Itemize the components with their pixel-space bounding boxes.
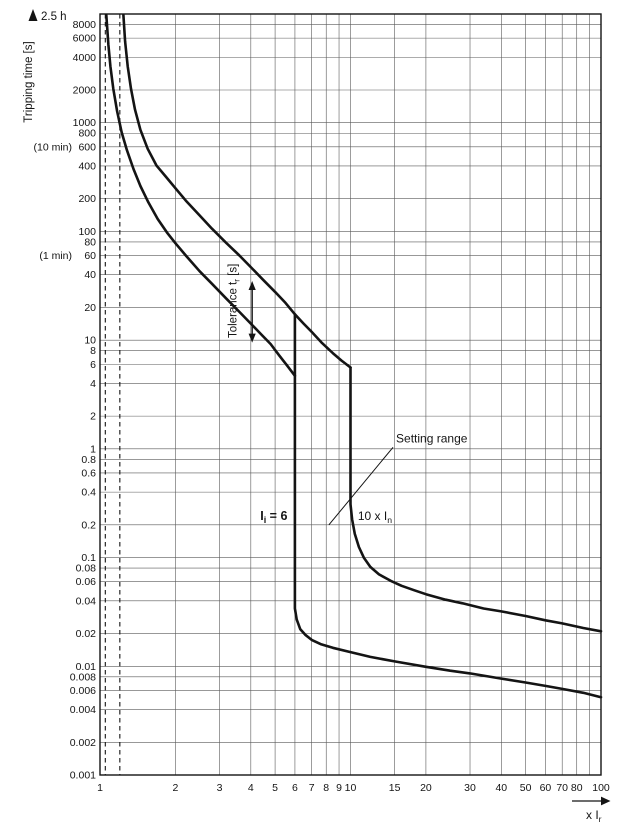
x-tick-label: 80 xyxy=(571,782,583,794)
instantaneous-pickup-label: Ii = 6 xyxy=(260,509,287,525)
setting-range-label: Setting range xyxy=(396,431,468,445)
y-tick-label: 2 xyxy=(90,411,96,423)
y-tick-label: 6000 xyxy=(73,33,97,45)
y-tick-label: 400 xyxy=(78,160,96,172)
y-tick-label: 0.04 xyxy=(76,595,97,607)
x-tick-label: 10 xyxy=(345,782,357,794)
y-tick-label: 800 xyxy=(78,128,96,140)
y-tick-label: 0.1 xyxy=(81,552,96,564)
y-tick-label: 2000 xyxy=(73,84,97,96)
y-axis-title: Tripping time [s] xyxy=(23,41,35,122)
setting-range-pointer-line xyxy=(328,446,394,526)
curve-instantaneous-lower-boundary xyxy=(293,313,603,699)
curve-thermal-upper-tolerance xyxy=(122,13,352,369)
ten-times-in-label: 10 x In xyxy=(358,509,392,525)
x-axis-title: x Ir xyxy=(586,808,602,824)
tolerance-arrow-down-icon xyxy=(248,333,256,343)
x-tick-label: 6 xyxy=(292,782,298,794)
curves xyxy=(105,13,603,699)
y-tick-label: 0.4 xyxy=(81,487,96,499)
y-tick-label: 4000 xyxy=(73,52,97,64)
y-tick-label: 40 xyxy=(84,269,96,281)
x-tick-label: 1 xyxy=(97,782,103,794)
y-tick-label: 8 xyxy=(90,345,96,357)
y-axis-side-note: (10 min) xyxy=(33,141,72,153)
y-tick-label: 1000 xyxy=(73,117,97,129)
y-tick-label: 100 xyxy=(78,226,96,238)
y-tick-label: 0.06 xyxy=(76,576,97,588)
x-tick-label: 40 xyxy=(495,782,507,794)
tolerance-arrow-up-icon xyxy=(248,280,256,290)
curve-thermal-lower-tolerance xyxy=(105,13,297,378)
x-tick-label: 9 xyxy=(336,782,342,794)
y-tick-label: 600 xyxy=(78,141,96,153)
x-tick-label: 3 xyxy=(217,782,223,794)
y-axis-up-arrow-icon xyxy=(28,9,38,21)
y-tick-label: 80 xyxy=(84,236,96,248)
y-tick-label: 0.004 xyxy=(70,704,96,716)
plot-border xyxy=(99,13,602,776)
y-tick-label: 6 xyxy=(90,359,96,371)
y-tick-label: 0.08 xyxy=(76,563,97,575)
x-tick-label: 15 xyxy=(389,782,401,794)
x-tick-label: 7 xyxy=(309,782,315,794)
y-tick-label: 1 xyxy=(90,443,96,455)
y-tick-label: 0.2 xyxy=(81,519,96,531)
x-tick-label: 20 xyxy=(420,782,432,794)
y-tick-label: 8000 xyxy=(73,19,97,31)
y-tick-label: 10 xyxy=(84,335,96,347)
tolerance-label: Tolerance tr [s] xyxy=(227,264,241,338)
x-axis-right-arrow-icon xyxy=(601,796,611,806)
x-tick-label: 5 xyxy=(272,782,278,794)
y-tick-label: 0.008 xyxy=(70,671,96,683)
curve-instantaneous-upper-boundary xyxy=(349,366,603,633)
y-tick-label: 0.6 xyxy=(81,467,96,479)
x-tick-label: 60 xyxy=(540,782,552,794)
y-tick-label: 200 xyxy=(78,193,96,205)
y-tick-label: 0.01 xyxy=(76,661,97,673)
x-tick-label: 2 xyxy=(172,782,178,794)
y-tick-label: 0.8 xyxy=(81,454,96,466)
y-tick-label: 0.006 xyxy=(70,685,96,697)
x-tick-label: 50 xyxy=(520,782,532,794)
dashed-asymptotes xyxy=(104,14,121,775)
y-tick-label: 4 xyxy=(90,378,96,390)
x-tick-label: 70 xyxy=(556,782,568,794)
x-tick-label: 100 xyxy=(592,782,610,794)
y-axis-top-arrow-label: 2.5 h xyxy=(41,11,67,23)
y-tick-label: 0.002 xyxy=(70,737,96,749)
y-tick-label: 0.02 xyxy=(76,628,97,640)
x-tick-label: 30 xyxy=(464,782,476,794)
x-tick-labels: 1 2 3 4 5 6 7 8 9 10 15 20 30 40 50 60 70 80 100 xyxy=(97,782,610,794)
y-axis-side-note: (1 min) xyxy=(39,250,72,262)
x-tick-label: 8 xyxy=(323,782,329,794)
x-tick-label: 4 xyxy=(248,782,254,794)
y-tick-label: 0.001 xyxy=(70,770,96,782)
y-tick-label: 60 xyxy=(84,250,96,262)
y-tick-label: 20 xyxy=(84,302,96,314)
